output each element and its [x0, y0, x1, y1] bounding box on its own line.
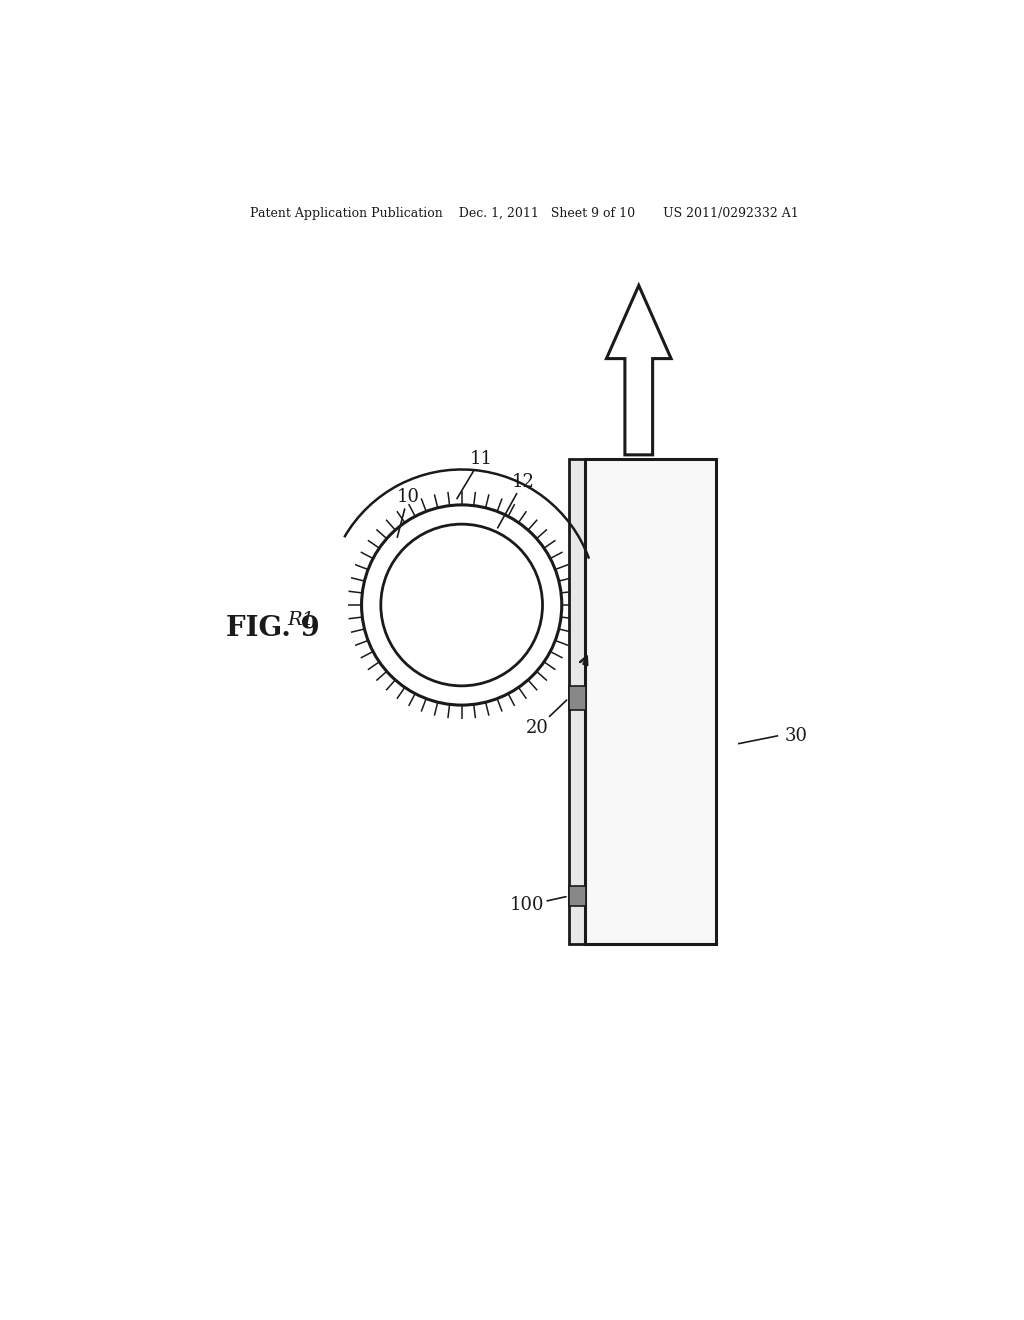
- Text: 11: 11: [457, 450, 493, 499]
- Text: 20: 20: [525, 700, 566, 737]
- Bar: [568, 686, 586, 710]
- Text: 100: 100: [510, 896, 566, 915]
- Text: 12: 12: [498, 473, 535, 528]
- Text: R1: R1: [288, 611, 314, 630]
- Polygon shape: [606, 285, 671, 455]
- Bar: [585, 459, 716, 944]
- Text: Patent Application Publication    Dec. 1, 2011   Sheet 9 of 10       US 2011/029: Patent Application Publication Dec. 1, 2…: [251, 207, 799, 220]
- Bar: [569, 459, 587, 944]
- Text: 30: 30: [785, 727, 808, 744]
- Bar: [568, 886, 586, 906]
- Text: 10: 10: [396, 488, 419, 537]
- Text: FIG. 9: FIG. 9: [226, 615, 319, 642]
